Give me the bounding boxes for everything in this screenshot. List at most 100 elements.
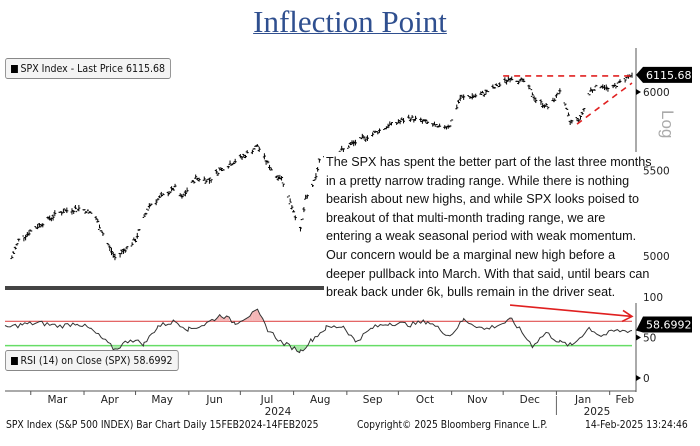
- ohlc-bar: [286, 195, 290, 198]
- ohlc-bar: [601, 84, 605, 89]
- ohlc-bar: [582, 108, 586, 112]
- last-price-tag-bg: [636, 66, 692, 83]
- ohlc-bar: [341, 148, 345, 153]
- ohlc-bar: [161, 193, 165, 197]
- log-scale-label: Log: [658, 110, 677, 138]
- ohlc-bar: [470, 93, 474, 100]
- ohlc-bar: [312, 179, 316, 181]
- ohlc-bar: [101, 231, 105, 236]
- ohlc-bar: [553, 98, 557, 103]
- overbought-fill: [510, 318, 512, 322]
- ohlc-bar: [173, 183, 177, 188]
- ohlc-bar: [146, 208, 150, 211]
- overbought-fill: [249, 311, 253, 322]
- ohlc-bar: [594, 84, 598, 88]
- ohlc-bar: [53, 210, 57, 217]
- ohlc-bar: [426, 121, 430, 124]
- ohlc-bar: [204, 179, 208, 184]
- ohlc-bar: [420, 120, 424, 124]
- ohlc-bar: [498, 82, 502, 87]
- ohlc-bar: [340, 145, 344, 151]
- ohlc-bar: [518, 78, 522, 82]
- ohlc-bar: [51, 214, 55, 221]
- ohlc-bar: [110, 247, 114, 256]
- ohlc-bar: [541, 103, 545, 109]
- ohlc-bar: [256, 144, 260, 147]
- oversold-fill: [300, 345, 304, 351]
- ohlc-bar: [183, 190, 187, 197]
- ohlc-bar: [89, 211, 93, 214]
- month-label: Nov: [467, 394, 488, 406]
- ohlc-bar: [292, 210, 296, 213]
- ohlc-bar: [314, 173, 318, 180]
- ohlc-bar: [317, 158, 321, 163]
- ohlc-bar: [75, 209, 79, 213]
- footer-copyright: Copyright© 2025 Bloomberg Finance L.P.: [357, 419, 548, 431]
- commentary-line: The SPX has spent the better part of the…: [326, 155, 652, 169]
- ohlc-bar: [578, 115, 582, 120]
- ohlc-bar: [194, 174, 198, 179]
- ohlc-bar: [108, 245, 112, 252]
- ohlc-bar: [233, 158, 237, 164]
- ohlc-bar: [458, 94, 462, 102]
- legend-swatch: [11, 65, 18, 73]
- rsi-legend: RSI (14) on Close (SPX) 58.6992: [5, 350, 179, 371]
- month-label: Jun: [205, 394, 222, 406]
- ohlc-bar: [132, 237, 136, 241]
- commentary-line: breakout of that multi-month trading ran…: [326, 210, 606, 225]
- ohlc-bar: [269, 167, 273, 171]
- overbought-fill: [257, 309, 261, 322]
- ohlc-bar: [197, 177, 201, 182]
- ohlc-bar: [419, 117, 423, 123]
- ohlc-bar: [474, 93, 478, 98]
- rsi-tick: [636, 334, 641, 341]
- ohlc-bar: [618, 79, 622, 84]
- rsi-legend-label: RSI (14) on Close (SPX) 58.6992: [20, 354, 173, 367]
- overbought-fill: [224, 316, 227, 322]
- month-label: Jan: [574, 394, 591, 406]
- price-tick-label: 6000: [643, 87, 670, 99]
- ohlc-bar: [137, 229, 141, 232]
- ohlc-bar: [250, 149, 254, 155]
- ohlc-bar: [544, 102, 548, 107]
- ohlc-bar: [25, 231, 29, 237]
- ohlc-bar: [268, 164, 272, 170]
- ohlc-bar: [300, 218, 304, 221]
- rsi-tick-label: 100: [643, 292, 663, 304]
- ohlc-bar: [570, 119, 574, 124]
- ohlc-bar: [424, 119, 428, 124]
- ohlc-bar: [288, 198, 292, 205]
- last-price-tag: 6115.68: [646, 69, 692, 82]
- ohlc-bar: [527, 84, 531, 90]
- ohlc-bar: [298, 226, 302, 232]
- trendline-dashed: [576, 82, 633, 125]
- commentary-line: deeper pullback into March. With that sa…: [326, 266, 650, 281]
- ohlc-bar: [73, 204, 77, 210]
- ohlc-bar: [113, 253, 117, 261]
- ohlc-bar: [347, 145, 351, 149]
- ohlc-bar: [77, 204, 81, 212]
- rsi-tick-label: 50: [643, 333, 656, 345]
- ohlc-bar: [27, 230, 31, 236]
- ohlc-bar: [281, 182, 285, 187]
- ohlc-bar: [13, 246, 17, 250]
- ohlc-bar: [214, 169, 218, 174]
- momentum-arrow: [509, 304, 633, 318]
- ohlc-bar: [17, 238, 21, 242]
- ohlc-bar: [36, 223, 40, 230]
- commentary-line: entering a weak seasonal period with wea…: [326, 229, 637, 244]
- ohlc-bar: [61, 208, 65, 214]
- ohlc-bar: [386, 123, 390, 129]
- ohlc-bar: [195, 177, 199, 181]
- ohlc-bar: [245, 150, 249, 154]
- ohlc-bar: [390, 122, 394, 126]
- commentary-text-box: The SPX has spent the better part of the…: [324, 152, 652, 303]
- ohlc-bar: [182, 193, 186, 197]
- ohlc-bar: [517, 80, 521, 85]
- ohlc-bar: [96, 218, 100, 223]
- ohlc-bar: [566, 112, 570, 117]
- ohlc-bar: [154, 199, 158, 206]
- ohlc-bar: [310, 183, 314, 187]
- ohlc-bar: [221, 169, 225, 172]
- ohlc-bar: [479, 91, 483, 95]
